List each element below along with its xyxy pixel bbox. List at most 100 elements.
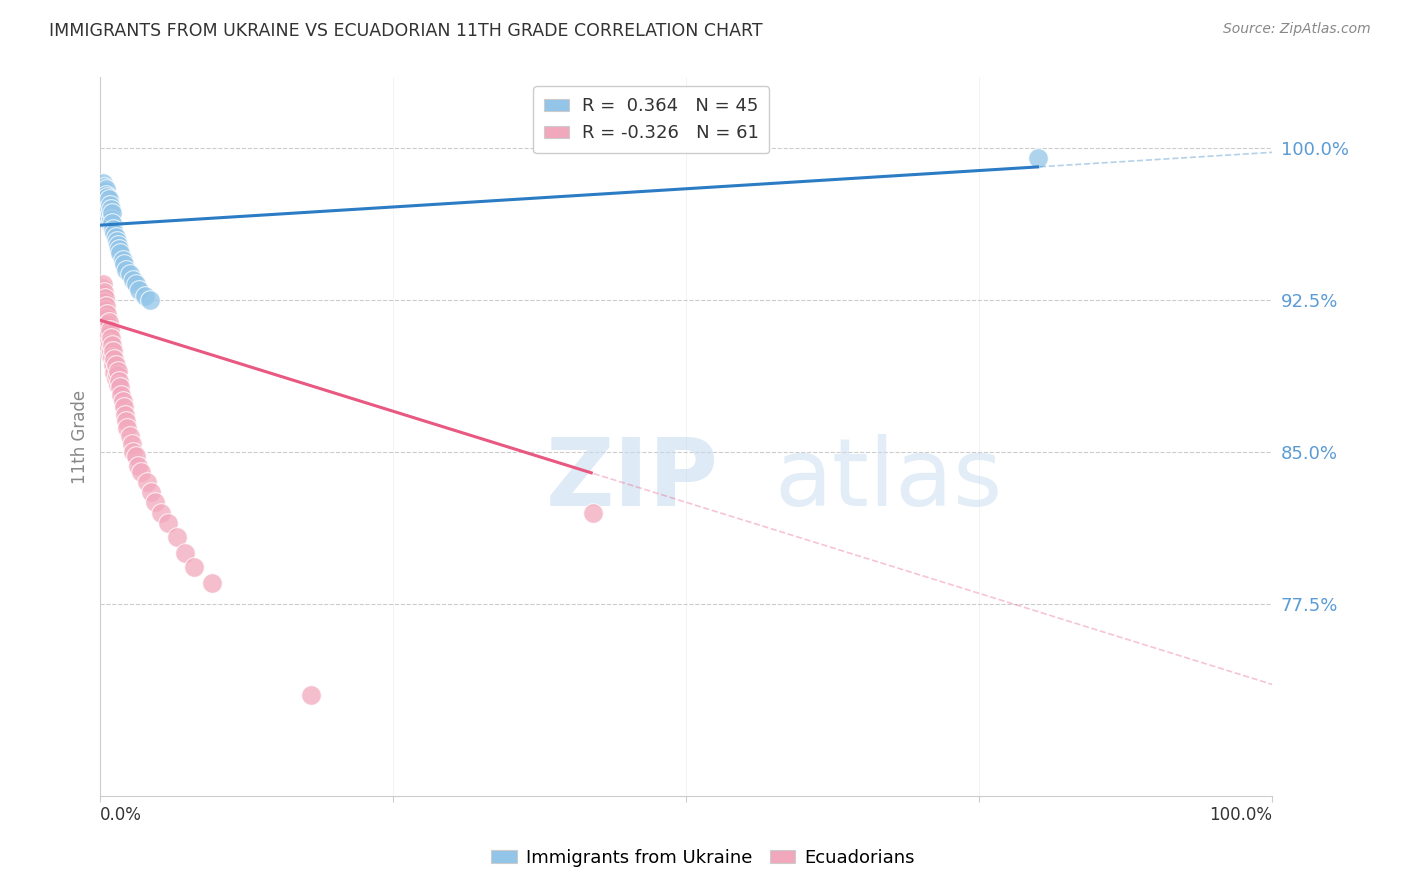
- Point: [124, 449, 146, 463]
- Point: [96, 329, 118, 343]
- Point: [98, 335, 121, 350]
- Point: [90, 291, 112, 305]
- Point: [112, 257, 135, 271]
- Point: [122, 273, 145, 287]
- Text: ZIP: ZIP: [546, 434, 718, 525]
- Point: [104, 372, 127, 386]
- Point: [97, 340, 120, 354]
- Legend: Immigrants from Ukraine, Ecuadorians: Immigrants from Ukraine, Ecuadorians: [484, 842, 922, 874]
- Point: [122, 445, 145, 459]
- Point: [112, 401, 135, 415]
- Point: [97, 212, 120, 227]
- Point: [104, 358, 127, 372]
- Point: [96, 187, 118, 202]
- Point: [94, 194, 117, 208]
- Point: [100, 202, 122, 216]
- Point: [90, 281, 112, 295]
- Point: [128, 283, 150, 297]
- Point: [100, 331, 122, 345]
- Point: [108, 243, 131, 257]
- Point: [94, 303, 117, 318]
- Point: [103, 343, 125, 358]
- Point: [110, 380, 132, 394]
- Point: [93, 307, 115, 321]
- Point: [101, 337, 124, 351]
- Point: [107, 378, 129, 392]
- Point: [111, 394, 134, 409]
- Point: [103, 226, 125, 240]
- Point: [96, 206, 118, 220]
- Point: [96, 195, 118, 210]
- Point: [96, 307, 118, 321]
- Point: [115, 414, 138, 428]
- Point: [110, 388, 132, 402]
- Point: [94, 184, 117, 198]
- Point: [136, 475, 159, 490]
- Text: IMMIGRANTS FROM UKRAINE VS ECUADORIAN 11TH GRADE CORRELATION CHART: IMMIGRANTS FROM UKRAINE VS ECUADORIAN 11…: [49, 22, 763, 40]
- Point: [121, 436, 143, 450]
- Point: [115, 262, 138, 277]
- Point: [101, 216, 124, 230]
- Point: [166, 530, 188, 544]
- Point: [98, 206, 121, 220]
- Point: [90, 192, 112, 206]
- Point: [131, 465, 153, 479]
- Point: [114, 409, 136, 423]
- Point: [91, 299, 114, 313]
- Point: [97, 315, 120, 329]
- Point: [107, 238, 129, 252]
- Point: [118, 428, 141, 442]
- Point: [96, 299, 118, 313]
- Text: atlas: atlas: [775, 434, 1002, 525]
- Text: 0.0%: 0.0%: [100, 806, 142, 824]
- Point: [93, 179, 115, 194]
- Text: Source: ZipAtlas.com: Source: ZipAtlas.com: [1223, 22, 1371, 37]
- Point: [100, 212, 122, 227]
- Point: [96, 318, 118, 332]
- Point: [110, 246, 132, 260]
- Point: [100, 343, 122, 358]
- Point: [103, 358, 125, 372]
- Point: [145, 495, 167, 509]
- Point: [105, 368, 128, 382]
- Point: [98, 323, 121, 337]
- Point: [97, 202, 120, 216]
- Y-axis label: 11th Grade: 11th Grade: [72, 390, 89, 483]
- Point: [157, 516, 180, 530]
- Point: [91, 287, 114, 301]
- Point: [183, 560, 205, 574]
- Point: [103, 222, 125, 236]
- Point: [104, 230, 127, 244]
- Point: [93, 202, 115, 216]
- Point: [91, 277, 114, 291]
- Point: [93, 285, 115, 299]
- Point: [91, 182, 114, 196]
- Point: [107, 364, 129, 378]
- Point: [108, 374, 131, 388]
- Point: [98, 216, 121, 230]
- Point: [582, 506, 605, 520]
- Point: [103, 366, 125, 380]
- Point: [201, 576, 224, 591]
- Point: [1026, 152, 1049, 166]
- Point: [97, 192, 120, 206]
- Point: [93, 295, 115, 310]
- Point: [93, 187, 115, 202]
- Point: [90, 184, 112, 198]
- Point: [94, 315, 117, 329]
- Point: [299, 688, 322, 702]
- Point: [96, 311, 118, 326]
- Point: [98, 198, 121, 212]
- Point: [139, 485, 162, 500]
- Point: [96, 206, 118, 220]
- Point: [91, 190, 114, 204]
- Text: 100.0%: 100.0%: [1209, 806, 1272, 824]
- Point: [96, 182, 118, 196]
- Point: [127, 458, 149, 473]
- Point: [96, 190, 118, 204]
- Point: [150, 506, 173, 520]
- Point: [124, 277, 146, 291]
- Point: [96, 198, 118, 212]
- Point: [134, 289, 156, 303]
- Point: [101, 206, 124, 220]
